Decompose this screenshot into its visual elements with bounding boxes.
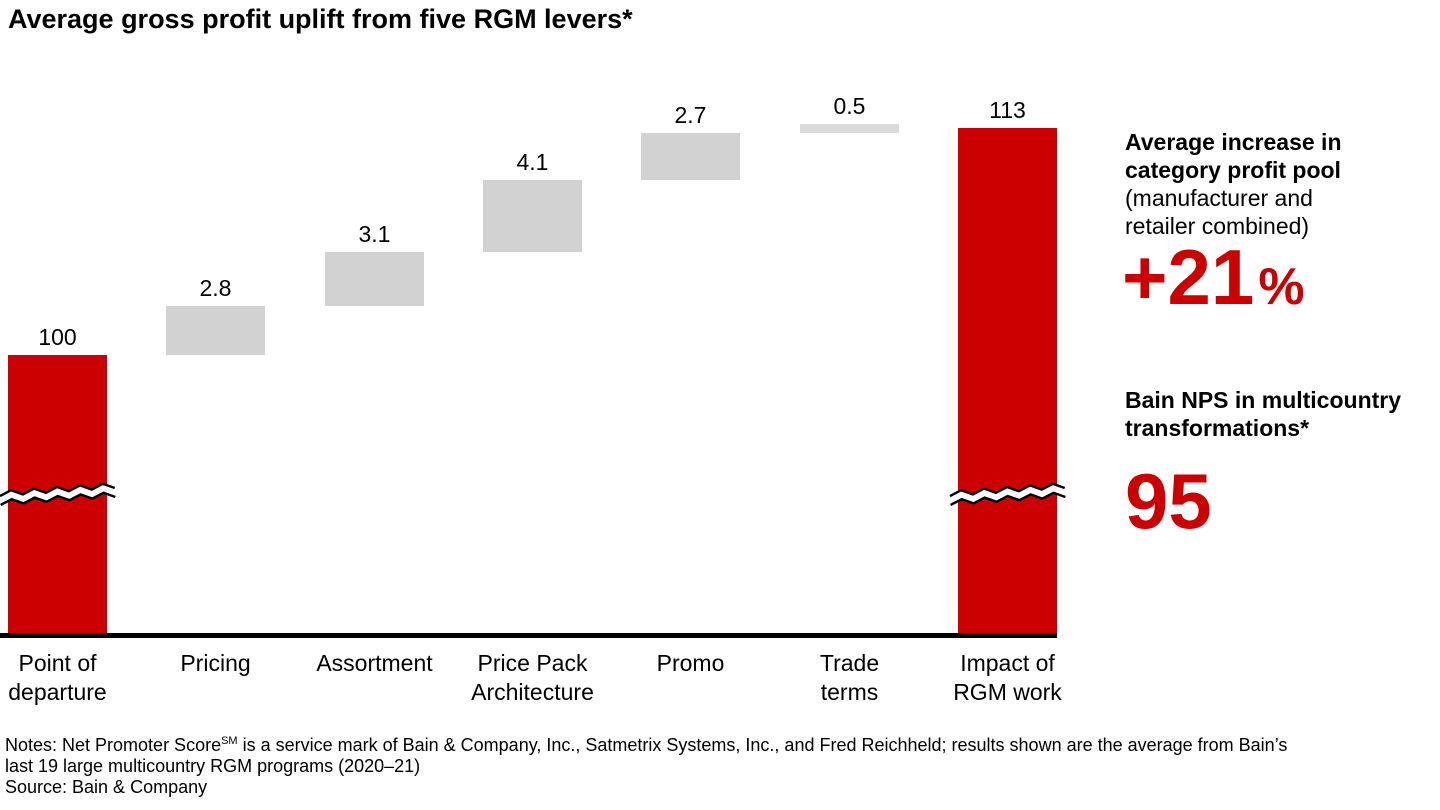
category-label-point-of-departure: Point of departure	[8, 650, 107, 705]
bar-value-label-promo: 2.7	[674, 102, 707, 128]
bar-promo	[641, 133, 740, 180]
stat1-value: +21%	[1122, 238, 1305, 316]
stat1-unit: %	[1258, 258, 1305, 316]
axis-break-mark	[949, 481, 1066, 511]
x-axis	[0, 633, 1057, 638]
source-line: Source: Bain & Company	[5, 777, 208, 797]
bar-value-label-assortment: 3.1	[358, 221, 391, 247]
category-label-promo: Promo	[656, 650, 725, 676]
stat1-heading-bold: Average increase in category profit pool	[1125, 129, 1342, 183]
bar-impact-of-rgm-work	[958, 128, 1057, 633]
stat1-number: +21	[1122, 233, 1255, 321]
notes-line-1: Notes: Net Promoter ScoreSM is a service…	[5, 735, 1288, 755]
chart-title: Average gross profit uplift from five RG…	[8, 4, 633, 34]
footnotes: Notes: Net Promoter ScoreSM is a service…	[5, 735, 1287, 798]
notes-line-2: last 19 large multicountry RGM programs …	[5, 756, 421, 776]
stat1-heading-note: (manufacturer and retailer combined)	[1125, 185, 1313, 239]
category-label-price-pack-architecture: Price Pack Architecture	[471, 650, 594, 705]
category-label-trade-terms: Trade terms	[819, 650, 880, 705]
category-label-assortment: Assortment	[316, 650, 433, 676]
bar-pricing	[166, 306, 265, 355]
service-mark-superscript: SM	[221, 735, 238, 747]
bar-price-pack-architecture	[483, 180, 582, 252]
category-label-pricing: Pricing	[180, 650, 251, 676]
stat2-heading: Bain NPS in multicountry transformations…	[1125, 387, 1402, 441]
stat2-value: 95	[1125, 462, 1212, 540]
stat2-number: 95	[1125, 457, 1212, 545]
bar-assortment	[325, 252, 424, 306]
axis-break-mark	[0, 481, 116, 511]
bar-trade-terms	[800, 124, 899, 133]
bar-value-label-impact-of-rgm-work: 113	[989, 97, 1026, 123]
bar-value-label-price-pack-architecture: 4.1	[516, 149, 549, 175]
category-label-impact-of-rgm-work: Impact of RGM work	[953, 650, 1062, 705]
bar-value-label-point-of-departure: 100	[38, 324, 77, 350]
bar-value-label-pricing: 2.8	[199, 275, 232, 301]
bar-value-label-trade-terms: 0.5	[833, 93, 866, 119]
stat1-heading: Average increase in category profit pool…	[1125, 100, 1342, 268]
